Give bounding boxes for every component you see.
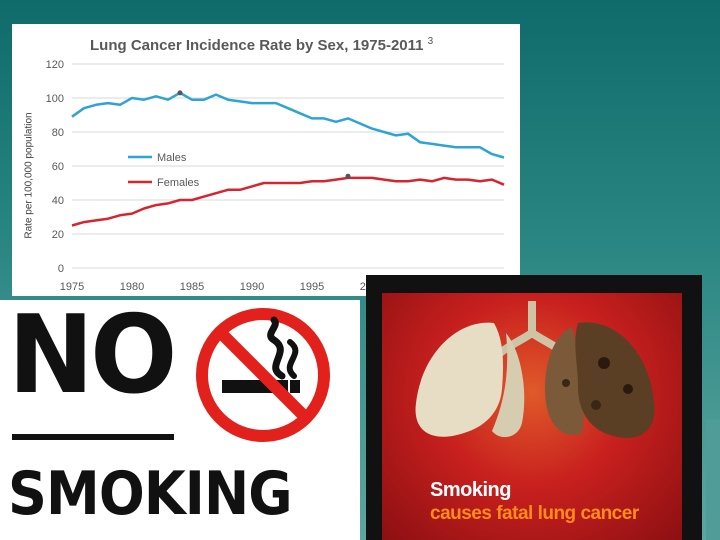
lungs-illustration: [415, 301, 655, 438]
no-label: NO: [8, 293, 177, 418]
y-axis-label: Rate per 100,000 population: [23, 112, 35, 239]
chart-title-text: Lung Cancer Incidence Rate by Sex, 1975-…: [90, 37, 424, 54]
poster-subline: causes fatal lung cancer: [430, 503, 639, 524]
peak-marker-males: [177, 90, 183, 96]
legend-label-females: Females: [157, 177, 200, 189]
smoking-label: SMOKING: [8, 459, 293, 529]
y-tick-label: 60: [52, 161, 64, 173]
y-tick-label: 20: [52, 229, 64, 241]
y-tick-label: 0: [58, 263, 64, 275]
y-tick-label: 120: [46, 59, 64, 71]
no-underline: [12, 434, 174, 440]
corner-decoration: [706, 420, 720, 540]
x-tick-label: 1980: [120, 281, 144, 293]
x-tick-label: 1985: [180, 281, 204, 293]
poster-image-area: Smoking causes fatal lung cancer: [382, 293, 682, 540]
x-tick-label: 1975: [60, 281, 84, 293]
y-tick-label: 80: [52, 127, 64, 139]
x-tick-label: 1990: [240, 281, 264, 293]
chart-card: 0204060801001201975198019851990199520002…: [12, 24, 520, 296]
warning-poster: Smoking causes fatal lung cancer: [366, 275, 702, 540]
no-smoking-icon: [196, 308, 330, 442]
poster-headline: Smoking: [430, 479, 511, 501]
x-tick-label: 1995: [300, 281, 324, 293]
peak-marker-females: [345, 173, 351, 179]
lung-cancer-chart: 0204060801001201975198019851990199520002…: [46, 59, 505, 293]
no-smoking-sign: NO SMOKING: [0, 300, 360, 540]
y-tick-label: 40: [52, 195, 64, 207]
y-tick-label: 100: [46, 93, 64, 105]
chart-title: Lung Cancer Incidence Rate by Sex, 1975-…: [90, 36, 433, 54]
series-line-males: [71, 91, 505, 159]
legend-label-males: Males: [157, 152, 187, 164]
series-line-females: [71, 176, 505, 227]
chart-title-superscript: 3: [427, 36, 434, 47]
